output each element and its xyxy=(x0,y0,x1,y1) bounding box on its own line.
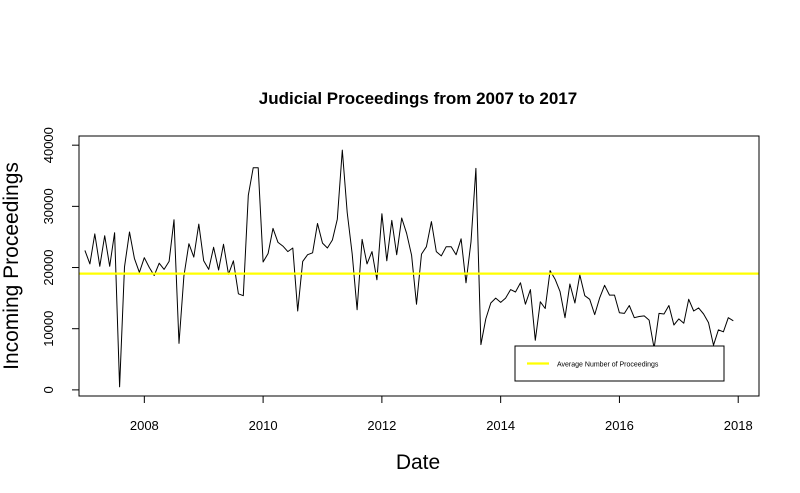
y-tick-label-30000: 30000 xyxy=(41,188,56,224)
legend-label-average: Average Number of Proceedings xyxy=(557,362,659,369)
y-tick-label-20000: 20000 xyxy=(41,249,56,285)
x-tick-label-2010: 2010 xyxy=(249,418,278,433)
x-tick-label-2012: 2012 xyxy=(367,418,396,433)
y-tick-label-10000: 10000 xyxy=(41,311,56,347)
x-tick-label-2018: 2018 xyxy=(724,418,753,433)
y-axis-label: Incoming Proceedings xyxy=(0,162,23,370)
x-tick-label-2016: 2016 xyxy=(605,418,634,433)
x-tick-label-2008: 2008 xyxy=(130,418,159,433)
y-tick-label-0: 0 xyxy=(41,386,56,393)
legend-box xyxy=(514,345,725,382)
x-tick-label-2014: 2014 xyxy=(486,418,515,433)
chart-title: Judicial Proceedings from 2007 to 2017 xyxy=(259,89,577,108)
y-tick-label-40000: 40000 xyxy=(41,127,56,163)
x-axis-label: Date xyxy=(396,451,440,474)
series-line-proceedings xyxy=(84,149,734,388)
plot-area: 2008 2010 2012 2014 2016 2018 0 10000 20000 30000… xyxy=(41,127,760,433)
